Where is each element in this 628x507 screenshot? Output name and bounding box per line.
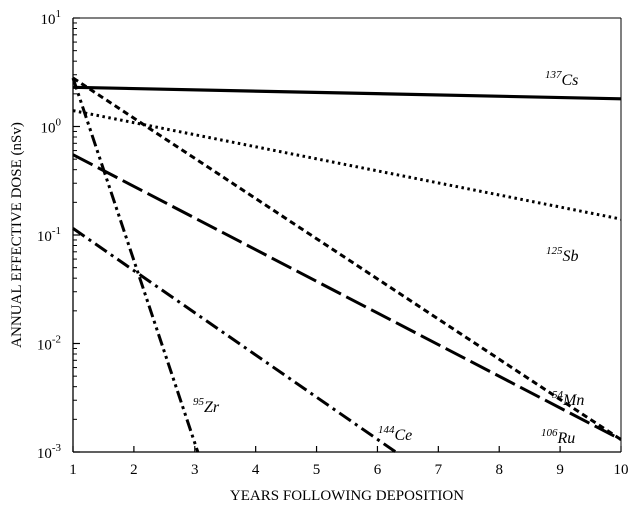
- series-label-sb: 125Sb: [546, 245, 579, 265]
- series-line-ce: [72, 227, 397, 454]
- series-label-cs: 137Cs: [545, 69, 578, 89]
- series-labels: 137Cs 125Sb 54Mn 106Ru 144Ce 95Zr: [193, 69, 584, 447]
- x-axis-label: YEARS FOLLOWING DEPOSITION: [230, 488, 464, 504]
- plot-area: 1 2 3 4 5 6 7 8 9 10 101 100 10-1 10-2 10-3 137Cs 125S…: [37, 8, 628, 478]
- y-tick-label: 101: [41, 8, 62, 28]
- x-tick-label: 4: [252, 462, 260, 478]
- series-line-mn: [72, 76, 622, 441]
- series-label-zr: 95Zr: [193, 396, 220, 416]
- series-line-sb: [72, 109, 622, 221]
- x-tick-label: 1: [69, 462, 77, 478]
- series-label-ce: 144Ce: [378, 424, 412, 444]
- y-axis-label: ANNUAL EFFECTIVE DOSE (nSv): [9, 122, 25, 348]
- y-tick-label: 10-1: [37, 225, 61, 245]
- x-tick-label: 8: [495, 462, 503, 478]
- x-tick-label: 6: [374, 462, 382, 478]
- x-tick-label: 10: [614, 462, 628, 478]
- x-ticks: 1 2 3 4 5 6 7 8 9 10: [69, 446, 628, 478]
- series-label-mn: 54Mn: [552, 389, 584, 409]
- series-line-ru: [72, 153, 622, 441]
- series-line-zr: [71, 77, 200, 453]
- x-tick-label: 3: [191, 462, 199, 478]
- y-tick-label: 10-2: [37, 334, 61, 354]
- y-tick-label: 10-3: [37, 442, 62, 462]
- x-tick-label: 9: [556, 462, 564, 478]
- series-label-ru: 106Ru: [541, 427, 575, 447]
- x-tick-label: 7: [435, 462, 443, 478]
- y-ticks: 101 100 10-1 10-2 10-3: [37, 8, 80, 462]
- series-lines: [71, 76, 622, 454]
- x-tick-label: 2: [130, 462, 138, 478]
- x-tick-label: 5: [313, 462, 321, 478]
- series-line-cs: [72, 85, 622, 101]
- y-tick-label: 100: [41, 117, 62, 137]
